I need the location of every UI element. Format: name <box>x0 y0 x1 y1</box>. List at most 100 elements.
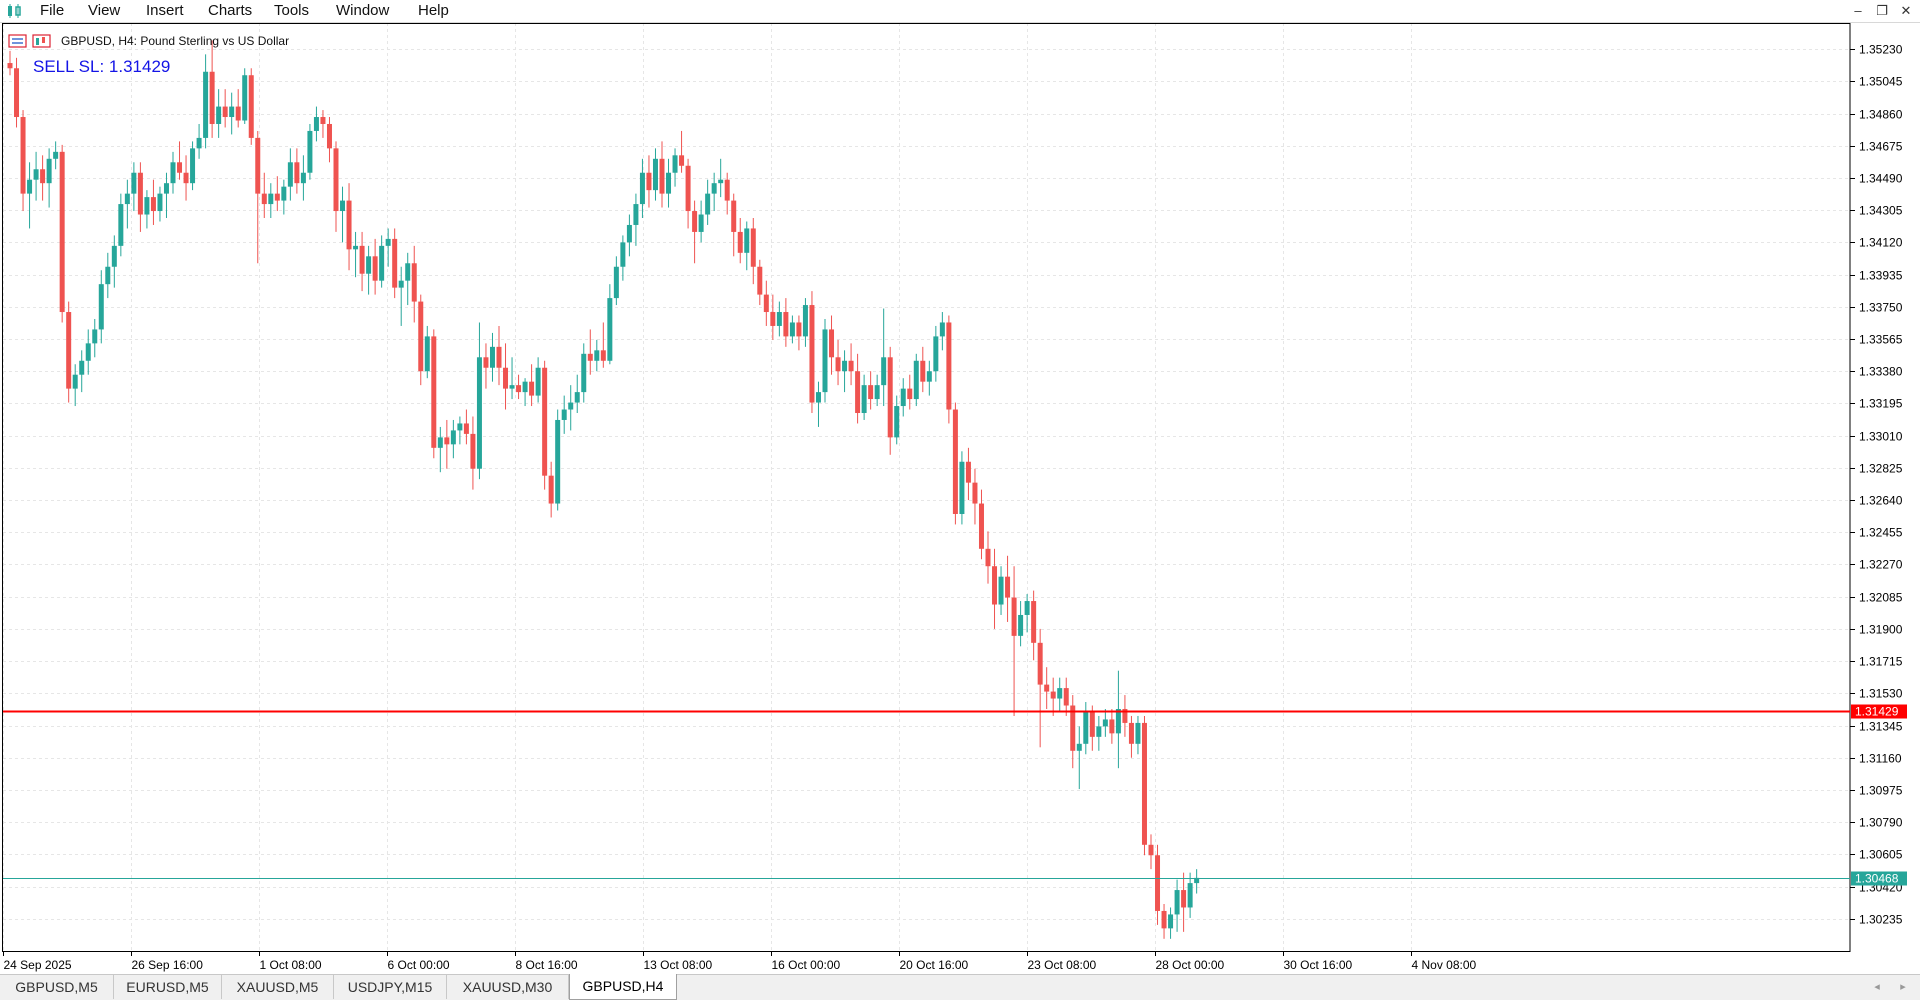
candle-bear <box>333 148 339 212</box>
candle-bear <box>1050 691 1056 699</box>
candle-bull <box>313 117 319 131</box>
candle-bull <box>1024 601 1030 615</box>
menu-file[interactable]: File <box>40 2 65 19</box>
candle-bear <box>1011 597 1017 636</box>
menu-insert[interactable]: Insert <box>146 2 184 19</box>
tab-gbpusd-h4[interactable]: GBPUSD,H4 <box>569 974 677 1000</box>
candle-bear <box>542 367 548 476</box>
price-tick-label: 1.32455 <box>1859 526 1903 540</box>
candle-bull <box>1102 719 1108 727</box>
price-tick-label: 1.33935 <box>1859 269 1903 283</box>
candle-bull <box>1096 726 1102 737</box>
time-tick-label: 23 Oct 08:00 <box>1028 958 1097 972</box>
candle-bull <box>535 367 541 396</box>
candle-bull <box>666 172 672 194</box>
candle-bull <box>144 197 150 215</box>
tab-scroll-right-icon[interactable]: ▸ <box>1900 981 1906 993</box>
candle-bear <box>1109 719 1115 734</box>
candle-bear <box>763 294 769 313</box>
chart-tab-bar: GBPUSD,M5 EURUSD,M5 XAUUSD,M5 USDJPY,M15… <box>0 974 1920 1000</box>
price-tick-label: 1.32825 <box>1859 462 1903 476</box>
candle-bull <box>900 388 906 407</box>
candle-bear <box>496 346 502 368</box>
candle-bear <box>829 329 835 358</box>
menu-view[interactable]: View <box>88 2 121 19</box>
candle-bear <box>1155 855 1161 911</box>
candle-bull <box>196 137 202 149</box>
restore-button[interactable]: ❐ <box>1876 3 1888 18</box>
menu-charts[interactable]: Charts <box>208 2 253 19</box>
candle-bear <box>1122 708 1128 723</box>
candle-bear <box>1044 684 1050 692</box>
candle-bull <box>1168 914 1174 929</box>
time-tick-label: 30 Oct 16:00 <box>1284 958 1353 972</box>
candle-bull <box>594 350 600 361</box>
candle-bull <box>300 172 306 184</box>
candle-bear <box>7 63 13 69</box>
price-chart[interactable]: 1.35230 1.35045 1.34860 1.34675 1.34490 1.343… <box>0 23 1920 973</box>
candle-bear <box>470 433 476 469</box>
candle-bear <box>757 266 763 295</box>
candle-bear <box>346 200 352 250</box>
candle-bear <box>392 238 398 288</box>
candle-bear <box>14 68 20 118</box>
candle-bull <box>561 409 567 420</box>
candle-bear <box>1063 688 1069 706</box>
candle-bear <box>920 360 926 382</box>
candle-bull <box>476 357 482 469</box>
candle-bear <box>731 200 737 232</box>
menu-window[interactable]: Window <box>336 2 390 19</box>
tab-usdjpy-m15[interactable]: USDJPY,M15 <box>334 975 447 999</box>
candle-bear <box>183 172 189 184</box>
time-tick-label: 4 Nov 08:00 <box>1412 958 1477 972</box>
price-tick-label: 1.35230 <box>1859 43 1903 57</box>
app-logo-icon <box>8 4 21 18</box>
candle-bear <box>848 360 854 372</box>
candle-bull <box>718 179 724 184</box>
bid-line-label-bg <box>1851 871 1907 886</box>
candle-bear <box>809 305 815 403</box>
tab-xauusd-m5[interactable]: XAUUSD,M5 <box>222 975 334 999</box>
candle-bull <box>33 169 39 180</box>
price-tick-label: 1.34490 <box>1859 172 1903 186</box>
candle-bear <box>235 106 241 121</box>
candle-bull <box>881 357 887 386</box>
candle-bull <box>1083 712 1089 744</box>
tab-eurusd-m5[interactable]: EURUSD,M5 <box>114 975 222 999</box>
candle-bear <box>965 461 971 483</box>
candle-bear <box>209 71 215 124</box>
menu-tools[interactable]: Tools <box>274 2 310 19</box>
close-button[interactable]: ✕ <box>1900 3 1912 18</box>
minimize-button[interactable]: – <box>1854 3 1862 18</box>
menu-help[interactable]: Help <box>418 2 449 19</box>
candle-bear <box>320 117 326 124</box>
menu-bar: File View Insert Charts Tools Window Hel… <box>0 0 1920 23</box>
candle-bear <box>685 165 691 212</box>
time-tick-label: 24 Sep 2025 <box>4 958 72 972</box>
candle-bull <box>802 305 808 337</box>
candle-bear <box>1161 910 1167 929</box>
chart-window[interactable]: 1.35230 1.35045 1.34860 1.34675 1.34490 1.343… <box>0 23 1920 973</box>
candle-bear <box>150 197 156 212</box>
candle-bear <box>1037 642 1043 685</box>
candle-bull <box>268 193 274 205</box>
price-tick-label: 1.31530 <box>1859 687 1903 701</box>
tab-gbpusd-m5[interactable]: GBPUSD,M5 <box>0 975 114 999</box>
tab-scroll-left-icon[interactable]: ◂ <box>1874 981 1880 993</box>
candle-bull <box>1076 743 1082 751</box>
tab-xauusd-m30[interactable]: XAUUSD,M30 <box>447 975 569 999</box>
candle-bear <box>1005 576 1011 598</box>
candle-bull <box>633 204 639 225</box>
chart-symbol-title: GBPUSD, H4: Pound Sterling vs US Dollar <box>61 34 290 48</box>
candle-bull <box>1187 883 1193 908</box>
candle-bear <box>868 385 874 400</box>
candle-bear <box>177 162 183 173</box>
price-tick-label: 1.34120 <box>1859 236 1903 250</box>
price-tick-label: 1.32270 <box>1859 558 1903 572</box>
candle-bull <box>111 245 117 267</box>
candle-bull <box>385 238 391 246</box>
price-tick-label: 1.33565 <box>1859 333 1903 347</box>
chart-type-icons <box>8 34 51 48</box>
candle-bull <box>53 151 59 159</box>
candle-bull <box>815 392 821 403</box>
